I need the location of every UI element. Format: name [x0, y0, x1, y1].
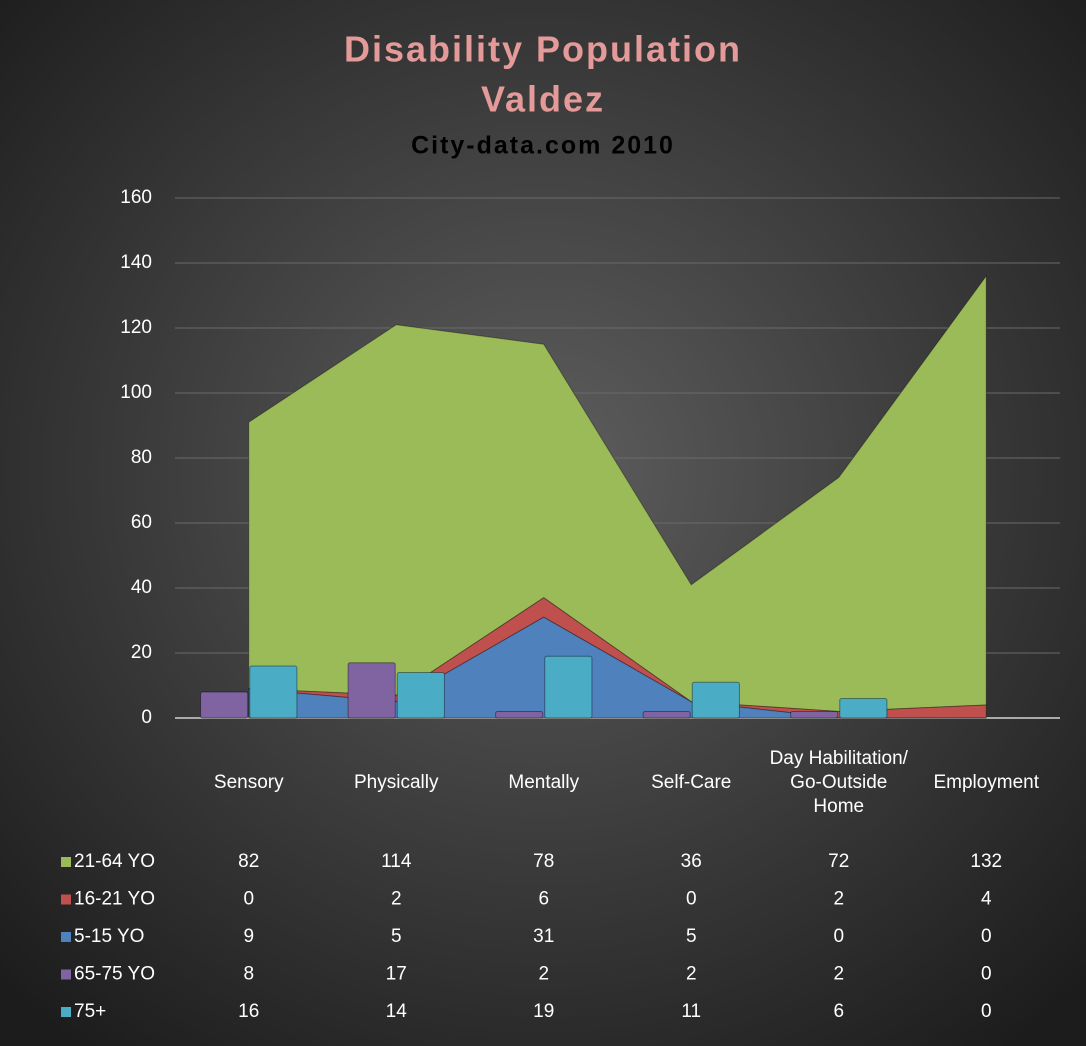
- bar: [790, 711, 839, 719]
- y-tick-label: 60: [131, 512, 152, 533]
- table-value: 14: [386, 1001, 408, 1022]
- y-tick-label: 140: [120, 252, 152, 273]
- legend-label: 16-21 YO: [74, 889, 155, 910]
- chart-subtitle: City-data.com 2010: [411, 132, 675, 160]
- table-value: 132: [970, 851, 1002, 872]
- y-tick-label: 80: [131, 447, 152, 468]
- y-tick-label: 120: [120, 317, 152, 338]
- x-tick-label-box: Day Habilitation/ Go-Outside Home: [769, 747, 908, 817]
- table-value: 5: [391, 926, 402, 947]
- legend-label: 21-64 YO: [74, 851, 155, 872]
- y-tick-label: 20: [131, 642, 152, 663]
- bar: [691, 681, 740, 719]
- table-value: 2: [833, 964, 844, 985]
- table-value: 9: [243, 926, 254, 947]
- table-value: 2: [391, 889, 402, 910]
- y-tick-label: 160: [120, 187, 152, 208]
- x-tick-label-box: Employment: [933, 771, 1040, 793]
- bar: [642, 711, 691, 719]
- table-value: 0: [833, 926, 844, 947]
- x-tick-label: Self-Care: [651, 771, 732, 793]
- x-tick-label: Physically: [354, 771, 439, 793]
- x-tick-label-box: Mentally: [508, 771, 580, 793]
- bar: [544, 655, 593, 719]
- x-tick-label-box: Self-Care: [651, 771, 732, 793]
- legend-key: [61, 894, 71, 905]
- table-value: 6: [538, 889, 549, 910]
- legend-label: 75+: [74, 1001, 106, 1022]
- table-value: 4: [981, 889, 992, 910]
- bar: [249, 665, 298, 719]
- table-value: 114: [381, 851, 412, 872]
- table-value: 17: [386, 964, 407, 985]
- area: [248, 597, 987, 719]
- table-value: 8: [243, 964, 254, 985]
- x-tick-label: Sensory: [213, 771, 284, 793]
- legend-key: [61, 969, 71, 980]
- chart-title: Valdez: [481, 79, 605, 120]
- table-value: 78: [533, 851, 554, 872]
- legend-label: 5-15 YO: [74, 926, 144, 947]
- bar: [347, 662, 396, 719]
- table-value: 19: [533, 1001, 554, 1022]
- legend-key: [61, 857, 71, 867]
- table-value: 0: [243, 889, 254, 910]
- table-value: 31: [533, 926, 554, 947]
- table-value: 2: [538, 964, 549, 985]
- bar: [200, 691, 249, 719]
- table-value: 36: [681, 851, 702, 872]
- x-tick-label-box: Physically: [354, 771, 439, 793]
- table-value: 5: [686, 926, 697, 947]
- legend-key: [61, 932, 71, 942]
- table-value: 2: [686, 964, 697, 985]
- table-value: 82: [238, 851, 259, 872]
- x-tick-label: Day Habilitation/ Go-Outside Home: [769, 747, 908, 817]
- legend-label: 65-75 YO: [74, 964, 155, 985]
- table-value: 16: [238, 1001, 259, 1022]
- bar: [396, 672, 445, 719]
- table-value: 6: [833, 1001, 844, 1022]
- table-value: 11: [681, 1001, 701, 1022]
- bar: [839, 698, 888, 719]
- table-value: 0: [981, 1001, 992, 1022]
- chart-title: Disability Population: [344, 29, 742, 70]
- x-tick-label: Employment: [933, 771, 1040, 793]
- table-value: 0: [686, 889, 697, 910]
- table-value: 0: [981, 926, 992, 947]
- table-value: 2: [833, 889, 844, 910]
- legend-key: [61, 1007, 71, 1017]
- table-value: 72: [828, 851, 849, 872]
- y-tick-label: 40: [131, 577, 152, 598]
- x-tick-label: Mentally: [508, 771, 580, 793]
- bar: [495, 711, 544, 719]
- x-tick-label-box: Sensory: [213, 771, 284, 793]
- y-tick-label: 100: [120, 382, 152, 403]
- table-value: 0: [981, 964, 992, 985]
- y-tick-label: 0: [141, 707, 152, 728]
